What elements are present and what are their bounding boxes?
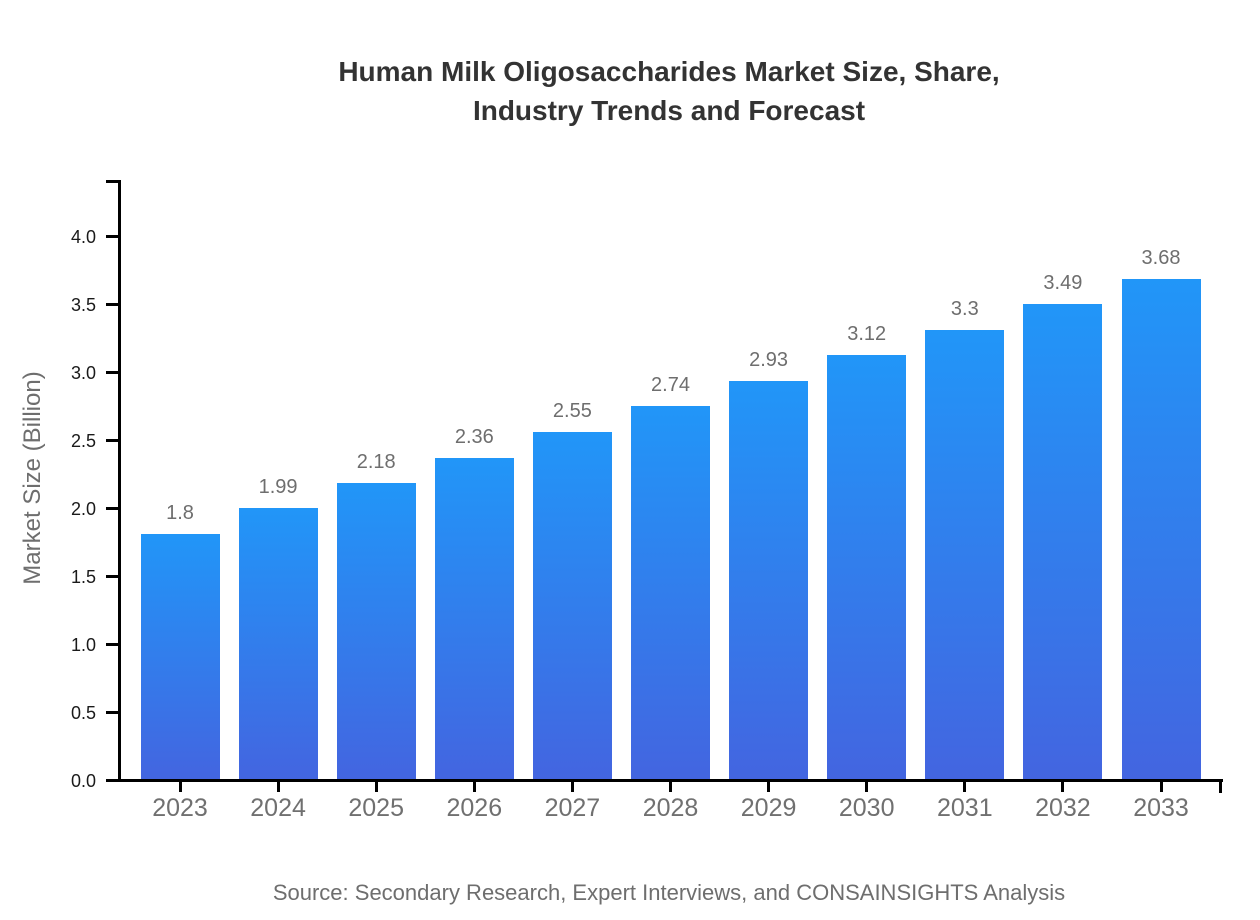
bar xyxy=(631,406,710,779)
bar-value-label: 2.55 xyxy=(552,400,592,423)
x-tick-label: 2033 xyxy=(1133,794,1189,822)
x-tick-label: 2029 xyxy=(740,794,797,822)
chart-title-line1: Human Milk Oligosaccharides Market Size,… xyxy=(338,56,1000,87)
y-tick-label: 3.0 xyxy=(70,362,96,383)
y-axis-line xyxy=(118,180,121,782)
x-tick-label: 2024 xyxy=(250,794,306,822)
bar-value-label: 1.8 xyxy=(166,502,194,525)
x-tick-mark xyxy=(669,782,672,792)
x-axis-endcap-tick xyxy=(1219,782,1222,793)
x-tick-label: 2028 xyxy=(642,794,699,822)
y-axis-endcap-tick xyxy=(106,180,118,183)
source-note: Source: Secondary Research, Expert Inter… xyxy=(272,880,1066,905)
x-tick-label: 2030 xyxy=(838,794,895,822)
y-tick-label: 1.0 xyxy=(70,634,96,655)
bar-value-label: 3.68 xyxy=(1141,246,1181,269)
x-tick-mark xyxy=(1159,782,1163,792)
x-tick-mark xyxy=(374,782,378,792)
y-tick-mark xyxy=(106,711,118,714)
bar-value-label: 2.36 xyxy=(454,426,494,449)
y-tick-mark xyxy=(106,779,118,782)
chart-title-line2: Industry Trends and Forecast xyxy=(472,95,866,126)
bar xyxy=(729,380,809,779)
bar xyxy=(238,508,318,779)
x-tick-mark xyxy=(178,782,182,792)
bar xyxy=(532,432,612,779)
x-tick-mark xyxy=(865,782,869,792)
x-tick-mark xyxy=(1061,782,1065,792)
bar-value-label: 3.12 xyxy=(847,322,887,345)
y-tick-label: 4.0 xyxy=(70,226,96,247)
x-axis-line xyxy=(118,779,1223,782)
y-tick-mark xyxy=(106,507,118,510)
x-tick-mark xyxy=(570,782,574,792)
bar-value-label: 2.93 xyxy=(749,348,789,371)
bar-value-label: 3.3 xyxy=(950,298,979,321)
y-tick-mark xyxy=(106,439,118,442)
bar-value-label: 2.18 xyxy=(356,450,396,473)
chart-title: Human Milk Oligosaccharides Market Size,… xyxy=(338,52,999,130)
bar xyxy=(1121,278,1201,779)
bar xyxy=(1023,304,1103,779)
x-tick-label: 2026 xyxy=(446,794,503,822)
x-tick-mark xyxy=(767,782,771,792)
bar xyxy=(336,482,416,779)
y-tick-label: 0.5 xyxy=(70,702,96,723)
y-tick-label: 2.0 xyxy=(70,498,96,519)
y-tick-mark xyxy=(106,303,118,306)
bar-value-label: 3.49 xyxy=(1043,272,1083,295)
y-tick-mark xyxy=(106,575,118,578)
x-tick-label: 2031 xyxy=(936,794,993,822)
y-tick-label: 2.5 xyxy=(70,430,96,451)
y-tick-mark xyxy=(106,371,118,374)
x-tick-label: 2032 xyxy=(1035,794,1091,822)
bar xyxy=(434,458,514,779)
y-tick-label: 3.5 xyxy=(70,294,96,315)
y-tick-mark xyxy=(106,235,118,238)
y-axis-title: Market Size (Billion) xyxy=(19,371,46,585)
bar xyxy=(140,534,220,779)
x-tick-label: 2023 xyxy=(152,794,208,822)
bar xyxy=(827,354,907,779)
y-tick-label: 0.0 xyxy=(70,770,96,791)
x-tick-mark xyxy=(963,782,967,792)
x-tick-mark xyxy=(276,782,280,792)
x-tick-mark xyxy=(472,782,476,792)
bar-value-label: 1.99 xyxy=(258,476,298,499)
bar xyxy=(925,330,1005,779)
y-tick-mark xyxy=(106,643,118,646)
y-tick-label: 1.5 xyxy=(70,566,96,587)
x-tick-label: 2025 xyxy=(348,794,404,822)
bar-value-label: 2.74 xyxy=(651,374,690,397)
x-tick-label: 2027 xyxy=(544,794,601,822)
